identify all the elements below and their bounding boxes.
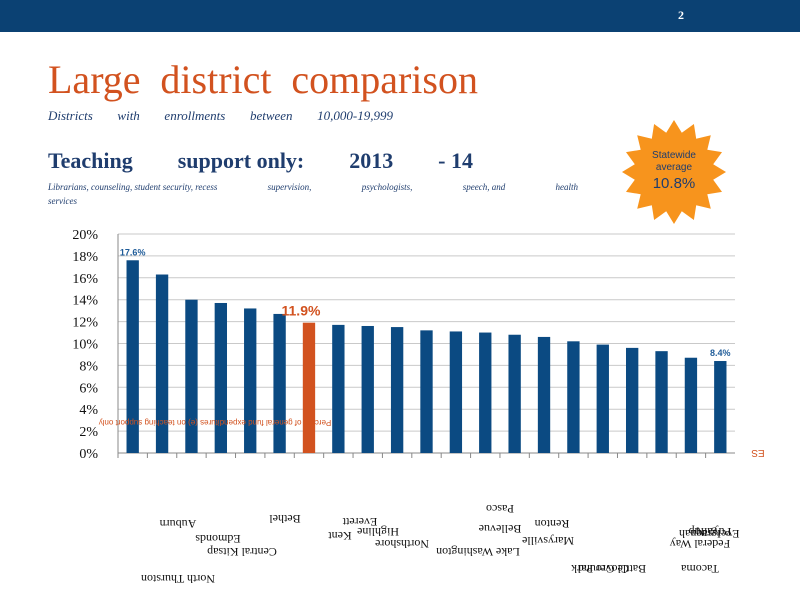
category-label: Northshore [375, 537, 429, 551]
category-label: Edmonds [195, 532, 241, 546]
title-word: Large [48, 57, 141, 102]
y-tick-label: 10% [72, 338, 98, 353]
y-axis-label: Percent of general fund expenditures (e)… [99, 418, 332, 427]
category-label: North Thurston [141, 572, 215, 586]
bar [684, 357, 698, 453]
category-label: Kent [328, 529, 352, 543]
description-word: speech, and [462, 182, 506, 192]
category-label: Evergreen [690, 527, 739, 541]
category-label: Marysville [522, 534, 574, 548]
section-heading: Teaching support only: 2013 - 14 [48, 148, 473, 174]
description-word: psychologists, [361, 182, 413, 192]
bar [479, 332, 492, 453]
category-label: Issaquah [679, 527, 721, 541]
category-label: Everett [342, 515, 377, 529]
statewide-badge-starburst [622, 120, 726, 224]
category-label: Central Kitsap [207, 545, 277, 559]
category-label: Bethel [269, 512, 301, 526]
subtitle-word: enrollments [164, 108, 226, 123]
y-tick-label: 16% [72, 272, 98, 287]
bar [625, 347, 639, 453]
title-word: comparison [291, 57, 478, 102]
category-label: Federal Way [670, 537, 730, 551]
y-tick-label: 18% [72, 250, 98, 265]
bar [714, 361, 727, 453]
bar [214, 302, 228, 453]
title-word: district [160, 57, 272, 102]
bar [155, 274, 169, 453]
y-tick-label: 8% [79, 359, 98, 374]
subtitle-word: with [117, 108, 140, 123]
data-label: 11.9% [282, 303, 321, 319]
description-line2: services [48, 196, 77, 206]
y-tick-label: 20% [72, 228, 98, 243]
badge-line1: Statewide [652, 150, 696, 161]
category-label: Highline [357, 525, 399, 539]
category-label: Renton [535, 517, 570, 531]
y-tick-label: 2% [79, 425, 98, 440]
heading-word: 2013 [349, 148, 394, 173]
description-word: Librarians, counseling, student security… [48, 182, 218, 192]
subtitle-word: Districts [48, 108, 93, 123]
description-word: supervision, [267, 182, 312, 192]
heading-word: Teaching [48, 148, 133, 173]
bar [655, 351, 668, 453]
data-label: 17.6% [120, 247, 146, 257]
badge-line2: average [655, 162, 693, 173]
bar [420, 330, 433, 453]
subtitle-word: 10,000-19,999 [317, 108, 393, 123]
bar [449, 331, 463, 453]
y-tick-label: 12% [72, 316, 98, 331]
bar [508, 334, 521, 453]
category-label: Lake Washington [436, 545, 520, 559]
slide-title: Large district comparison [48, 58, 478, 102]
bar [185, 299, 198, 453]
category-label: Auburn [160, 517, 197, 531]
category-label: Pasco [486, 502, 514, 516]
category-label: Tacoma [680, 562, 718, 576]
bar [273, 313, 286, 453]
category-label: Bellevue [479, 522, 522, 536]
bar [126, 260, 139, 453]
description-word: health [555, 182, 578, 192]
bar [361, 325, 374, 453]
bar [567, 341, 580, 453]
y-tick-label: 6% [79, 381, 98, 396]
statewide-badge-text: Statewide average 10.8% [622, 150, 726, 194]
badge-value: 10.8% [652, 175, 696, 192]
category-label: Battle Ground [578, 562, 646, 576]
y-tick-label: 4% [79, 403, 98, 418]
bar [302, 322, 316, 453]
bar [332, 324, 345, 453]
y-tick-label: 0% [79, 447, 98, 462]
slide-subtitle: Districts with enrollments between 10,00… [48, 108, 393, 124]
starburst-shape [622, 120, 726, 224]
category-label: Puyallup [689, 525, 732, 539]
y-tick-label: 14% [72, 294, 98, 309]
corner-label: ES [751, 447, 765, 458]
bar [537, 336, 551, 453]
bar [244, 308, 257, 453]
heading-word: - 14 [438, 148, 473, 173]
bar [596, 344, 609, 453]
slide-number: 2 [678, 8, 684, 22]
top-bar: 2 [0, 0, 800, 32]
heading-word: support only: [177, 148, 305, 173]
subtitle-word: between [249, 108, 293, 123]
description: Librarians, counseling, student security… [48, 180, 578, 208]
bar [390, 327, 404, 453]
category-label: Clover Park [571, 562, 629, 576]
data-label: 8.4% [710, 348, 731, 358]
